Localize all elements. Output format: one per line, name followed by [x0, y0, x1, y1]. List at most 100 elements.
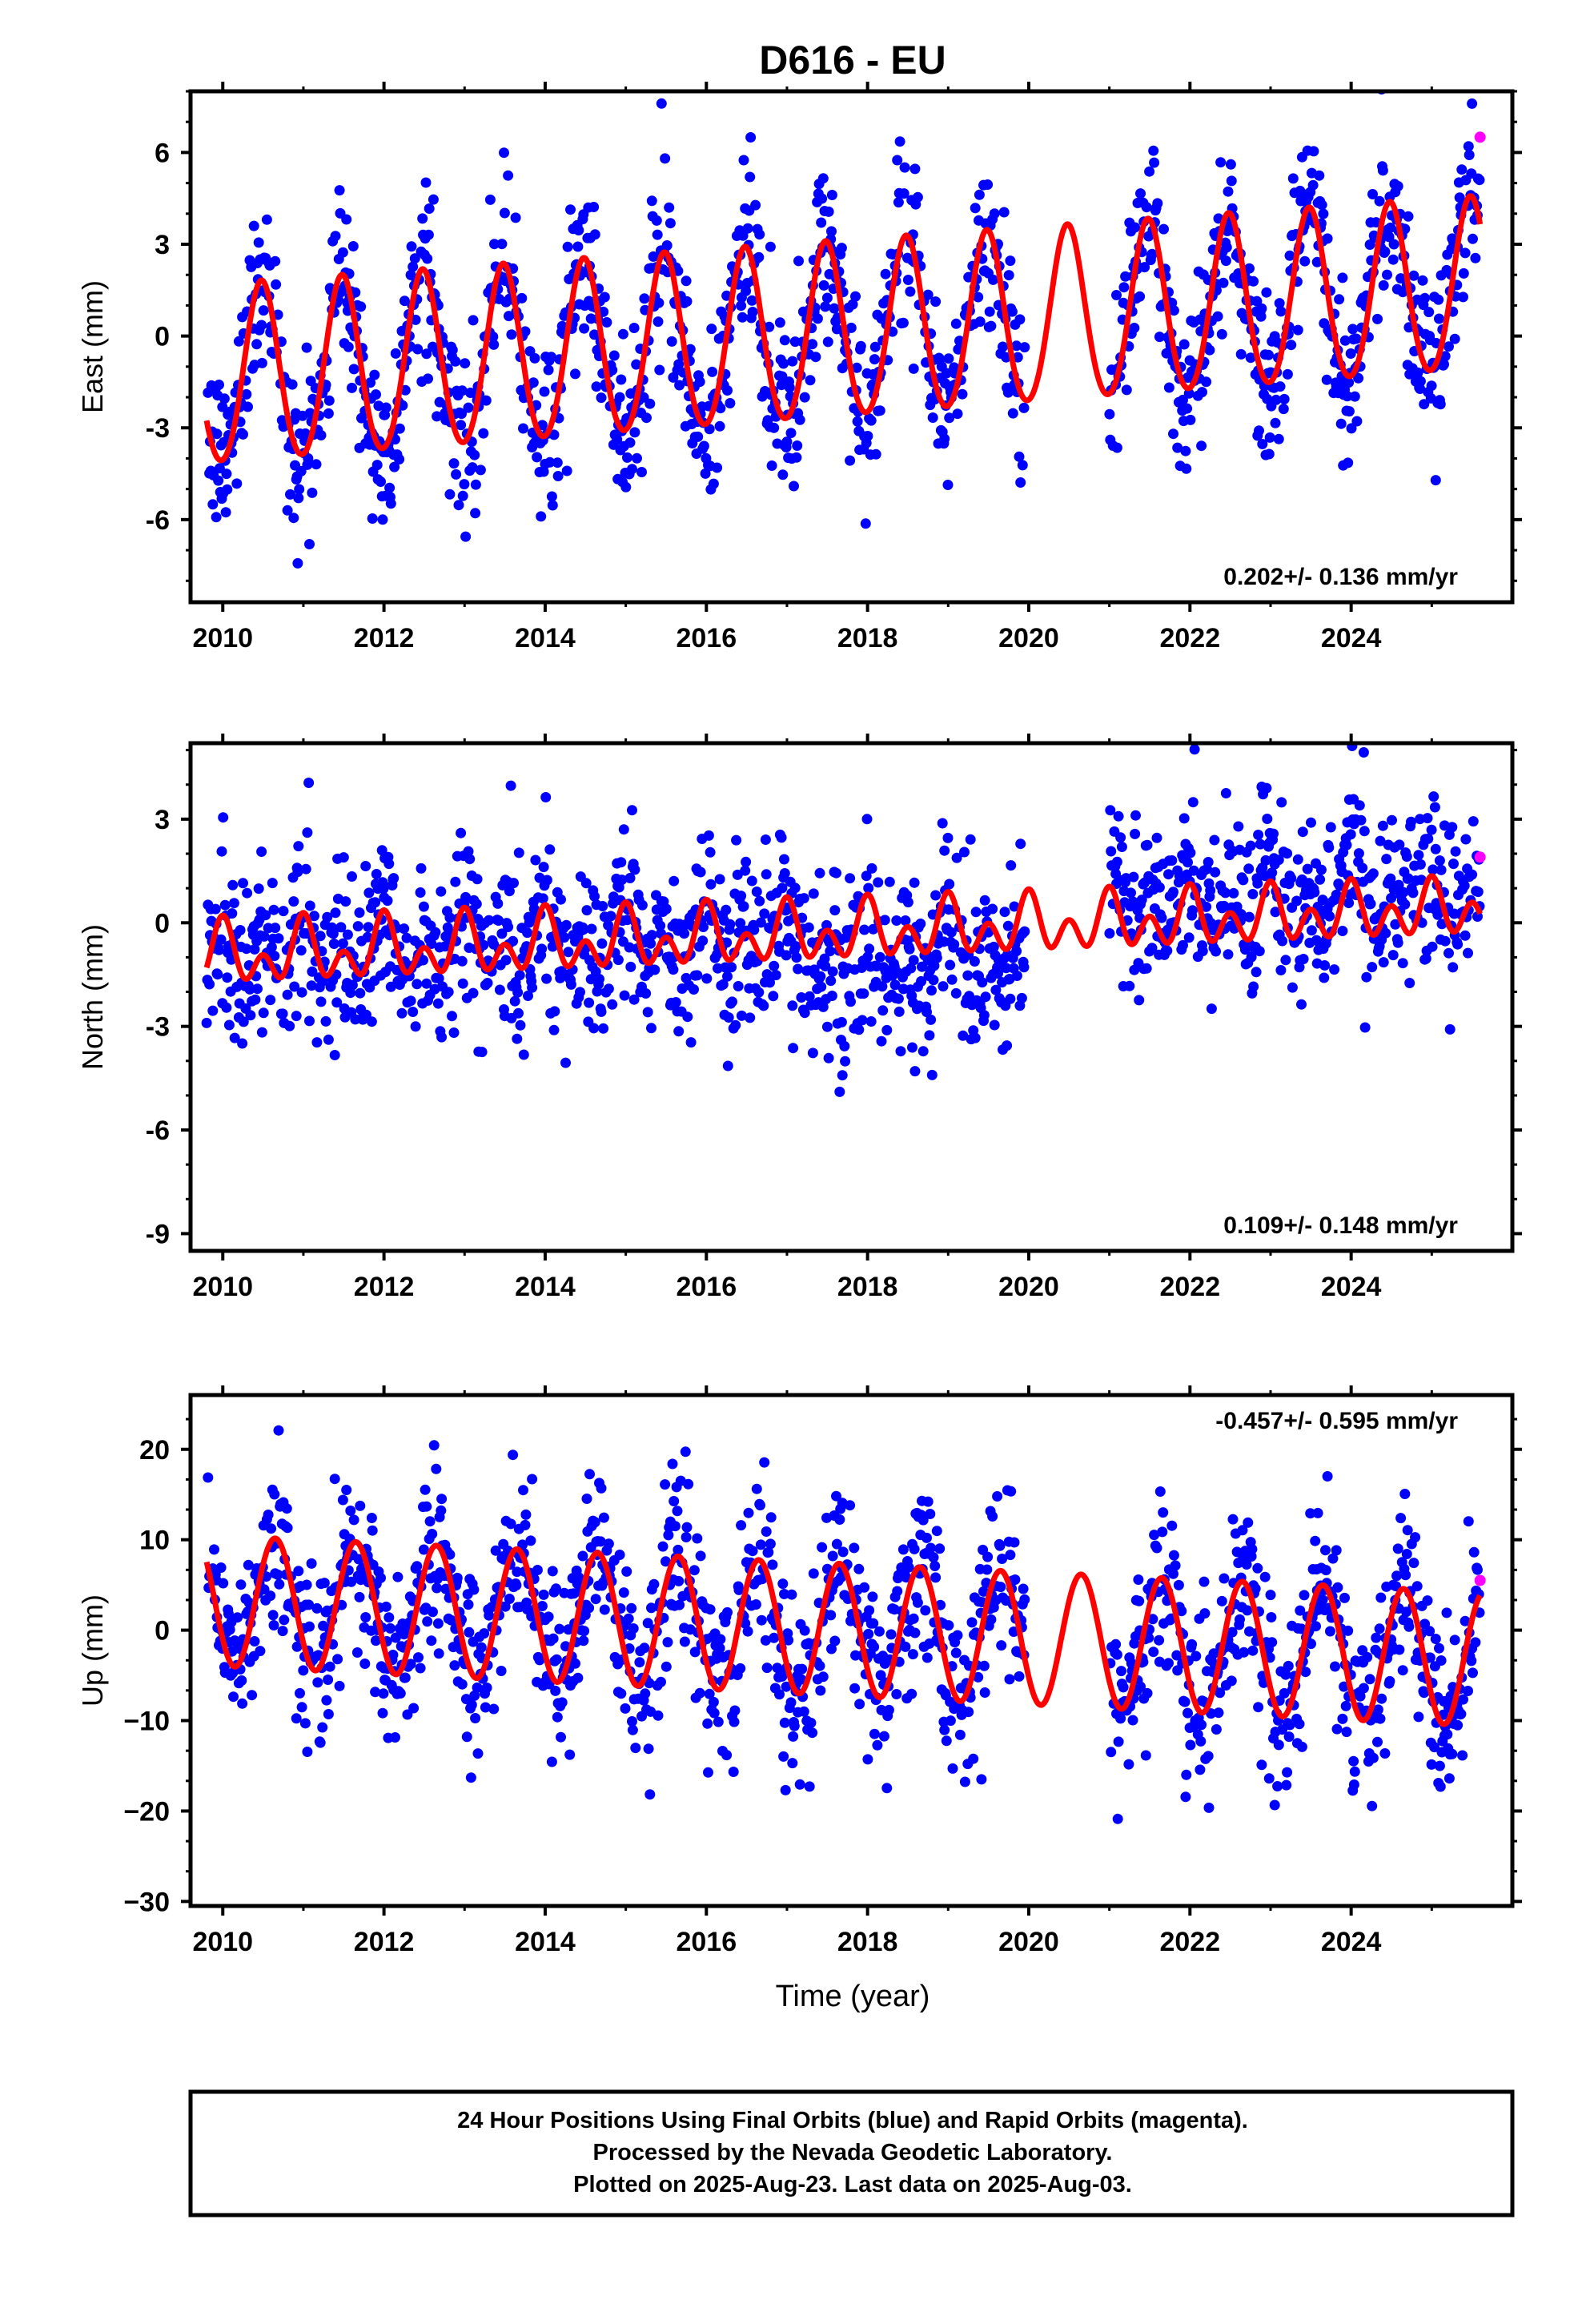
north-data-point: [363, 922, 374, 933]
north-data-point: [1375, 835, 1386, 846]
up-data-point: [921, 1532, 932, 1543]
north-data-point: [990, 984, 1002, 995]
north-data-point: [876, 1035, 887, 1047]
north-data-point: [1386, 893, 1397, 903]
north-data-point: [1187, 905, 1198, 916]
north-data-point: [548, 1024, 560, 1035]
north-data-point: [735, 918, 746, 929]
east-data-point: [233, 336, 244, 347]
up-data-point: [996, 1640, 1007, 1651]
north-data-point: [864, 943, 875, 955]
up-data-point: [626, 1602, 637, 1614]
north-data-point: [939, 845, 950, 856]
east-data-point: [394, 423, 405, 434]
east-data-point: [745, 132, 757, 143]
up-data-point: [1339, 1592, 1350, 1603]
north-data-point: [201, 1017, 212, 1028]
up-data-point: [329, 1474, 340, 1485]
north-data-point: [1355, 814, 1367, 826]
east-data-point: [660, 153, 671, 164]
up-data-point: [413, 1652, 424, 1663]
east-data-point: [303, 614, 314, 625]
east-data-point: [213, 475, 224, 486]
north-data-point: [259, 931, 270, 942]
north-data-point: [1413, 850, 1424, 861]
up-data-point: [431, 1463, 442, 1474]
up-data-point: [321, 1695, 332, 1706]
up-data-point: [1211, 1724, 1222, 1735]
east-data-point: [1439, 351, 1451, 362]
north-data-point: [1002, 1040, 1013, 1051]
up-data-point: [906, 1688, 917, 1699]
east-data-point: [899, 162, 910, 173]
up-data-point: [390, 1732, 400, 1743]
east-data-point: [573, 225, 584, 235]
up-data-point: [1133, 1574, 1144, 1585]
north-data-point: [560, 1057, 571, 1068]
north-data-point: [1197, 946, 1208, 957]
east-data-point: [869, 341, 881, 352]
north-data-point: [1130, 828, 1141, 839]
east-data-point: [503, 170, 514, 181]
up-data-point: [979, 1687, 990, 1698]
up-data-point: [1457, 1750, 1468, 1761]
up-data-point: [1399, 1489, 1411, 1499]
east-data-point: [781, 436, 793, 448]
up-data-point: [908, 1613, 919, 1624]
up-data-point: [1332, 1582, 1343, 1593]
up-data-point: [1317, 1594, 1328, 1606]
east-data-point: [211, 428, 223, 440]
north-data-point: [1141, 963, 1152, 974]
north-data-point: [288, 896, 299, 907]
north-data-point: [964, 991, 974, 1002]
up-data-point: [903, 1562, 914, 1573]
up-data-point: [480, 1702, 491, 1713]
up-data-point: [444, 1549, 456, 1560]
up-data-point: [1348, 1755, 1359, 1767]
north-data-point: [492, 898, 504, 909]
north-data-point: [1430, 843, 1441, 854]
up-data-point: [277, 1626, 288, 1637]
north-data-point: [347, 871, 357, 882]
north-data-point: [242, 887, 253, 899]
up-data-point: [1435, 1655, 1447, 1666]
up-data-point: [1243, 1517, 1254, 1528]
east-data-point: [1449, 333, 1460, 344]
up-data-point: [570, 1658, 580, 1669]
east-data-point: [1287, 173, 1299, 184]
east-data-point: [974, 189, 985, 200]
north-data-point: [1163, 869, 1174, 880]
east-data-point: [823, 206, 834, 217]
north-data-point: [909, 1066, 921, 1077]
up-data-point: [573, 1572, 584, 1583]
east-data-point: [653, 297, 665, 308]
up-data-point: [1195, 1735, 1207, 1747]
up-data-point: [306, 1558, 317, 1569]
east-data-point: [456, 420, 467, 431]
north-data-point: [965, 834, 976, 845]
up-data-point: [681, 1522, 693, 1533]
up-data-point: [786, 1589, 797, 1600]
up-data-point: [755, 1500, 765, 1511]
up-y-tick-label: 0: [155, 1616, 170, 1647]
up-data-point: [421, 1501, 432, 1512]
east-data-point: [1367, 189, 1378, 199]
north-data-point: [1201, 901, 1212, 912]
north-data-point: [509, 995, 520, 1007]
up-data-point: [1434, 1760, 1445, 1771]
up-data-point: [992, 1491, 1003, 1502]
north-data-point: [1001, 963, 1012, 974]
east-data-point: [847, 299, 858, 310]
up-data-point: [765, 1538, 776, 1550]
east-data-point: [1316, 199, 1327, 211]
north-data-point: [1434, 855, 1445, 866]
east-data-point: [447, 344, 458, 356]
up-data-point: [1395, 1513, 1407, 1524]
north-data-point: [1136, 895, 1147, 906]
up-data-point: [1112, 1813, 1123, 1824]
up-data-point: [729, 1705, 741, 1716]
up-data-point: [931, 1526, 942, 1537]
north-data-point: [924, 1030, 935, 1041]
east-data-point: [1395, 273, 1407, 284]
north-data-point: [625, 961, 636, 972]
